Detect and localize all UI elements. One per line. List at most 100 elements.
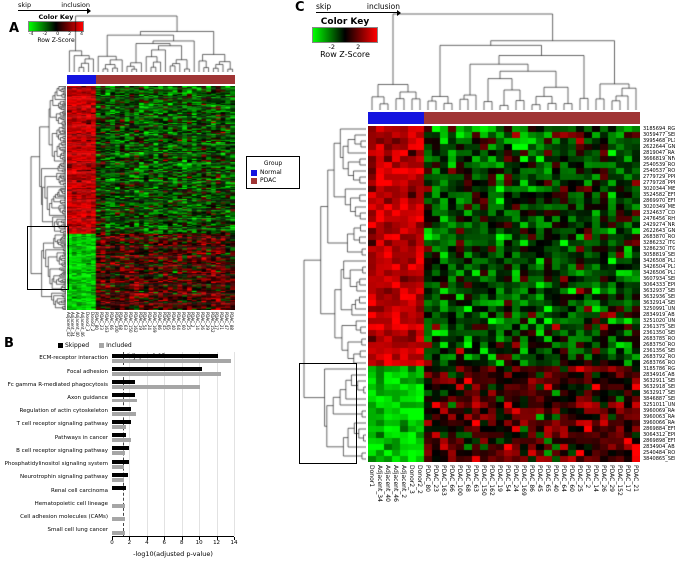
pathway-bar-skipped: [112, 367, 202, 372]
gene-label: 3846887_SEMA6B: [643, 396, 675, 402]
pathway-bar-included: [112, 464, 125, 469]
panel-c-heatmap: [368, 126, 640, 462]
color-key-tick: -2: [42, 32, 48, 37]
adj-p-annotation: Adj. p = 0.05: [126, 353, 166, 360]
gene-label: 2540484_ROCK2: [643, 450, 675, 456]
sample-label: PDAC_60: [567, 465, 575, 492]
gene-label: 2540539_ROCK2: [643, 162, 675, 168]
sample-label: PDAC_65: [543, 465, 551, 492]
panel-b-chart: ECM-receptor interaction Focal adhesion Fc…: [4, 352, 240, 562]
gene-label: 3286232_ITGB1: [643, 240, 675, 246]
pathway-category-label: Hematopoietic cell lineage: [34, 500, 108, 507]
color-key-tick: 0: [56, 32, 60, 37]
pathway-category-label: Phosphatidylinositol signaling system: [4, 461, 108, 468]
sample-label: PDAC_21: [631, 465, 639, 492]
gene-label: 3960063_RAC2: [643, 414, 675, 420]
pathway-category-label: Pathways in cancer: [54, 434, 108, 441]
legend-swatch-pdac: [251, 177, 257, 184]
xtick-mark: [112, 537, 113, 540]
pdac-group-bar: [424, 112, 640, 124]
gene-label: 3286230_ITGB1: [643, 246, 675, 252]
pathway-category-label: Neurotrophin signaling pathway: [19, 474, 108, 481]
gridline: [216, 352, 218, 536]
gene-label: 3840865_SEMA6B: [643, 456, 675, 462]
gene-label: 3250991_UNC5B: [643, 306, 675, 312]
gene-label: 2779729_PPP3CA: [643, 174, 675, 180]
pathway-bar-skipped: [112, 459, 129, 464]
gene-label: 2869898_EFNA5: [643, 438, 675, 444]
gene-label: 3426508_PLXNC1: [643, 258, 675, 264]
sample-label: Donor1: [367, 465, 375, 488]
xtick-label: 4: [145, 540, 149, 546]
legend-swatch-normal: [251, 169, 257, 176]
gene-label: 3524582_EFNB2: [643, 192, 675, 198]
xtick-label: 2: [127, 540, 132, 546]
sample-label: PDAC_29: [607, 465, 615, 492]
gridline: [234, 352, 235, 536]
color-key-axis-label: Row Z-Score: [320, 50, 370, 59]
gene-label: 2869884_EFNA5: [643, 426, 675, 432]
inclusion-label: inclusion: [61, 1, 90, 9]
color-key-tick: 2: [356, 43, 361, 51]
group-legend: Group Normal PDAC: [246, 156, 300, 189]
gene-label: 3064333_EPHB4: [643, 282, 675, 288]
skip-label: skip: [18, 1, 32, 9]
gene-label: 3185786_RGS3: [643, 366, 675, 372]
legend-item-skipped: Skipped: [58, 342, 89, 349]
sample-label: PDAC_169: [519, 465, 527, 496]
gridline: [199, 352, 201, 536]
sample-label: PDAC_162: [487, 465, 495, 496]
gene-label: 3059477_SEMA3A: [643, 132, 675, 138]
gene-label: 2683750_ROBO1: [643, 342, 675, 348]
pathway-bar-included: [112, 451, 126, 456]
sample-label: PDAC_163: [439, 465, 447, 496]
pathway-bar-skipped: [112, 446, 130, 451]
sample-label: Donor2_2: [415, 465, 423, 494]
sample-label: Adjacent_40: [383, 465, 391, 502]
panel-c-cluster-highlight-box: [299, 363, 357, 464]
pathway-xaxis-label: -log10(adjusted p-value): [133, 550, 213, 558]
pathway-bar-skipped: [112, 406, 132, 411]
pathway-category-label: B cell receptor signaling pathway: [16, 447, 108, 454]
sample-label: Adjacent_2: [399, 465, 407, 499]
gene-label: 2683785_ROBO1: [643, 336, 675, 342]
color-key-title: Color Key: [320, 17, 370, 27]
threshold-line: [123, 352, 125, 536]
gene-label: 2834919_ABLIM3: [643, 312, 675, 318]
legend-label-pdac: PDAC: [260, 177, 277, 184]
pathway-bar-skipped: [112, 393, 135, 398]
xtick-mark: [216, 537, 218, 540]
group-legend-title: Group: [263, 160, 283, 167]
skip-to-inclusion-arrow: [18, 7, 91, 14]
gridline: [181, 352, 183, 536]
gene-label: 3251011_UNC5B: [643, 402, 675, 408]
legend-item-normal: Normal: [251, 169, 295, 176]
gene-label: 3064312_EPHB4: [643, 432, 675, 438]
inclusion-label: inclusion: [366, 2, 400, 11]
panel-b-legend: Skipped Included: [58, 342, 132, 349]
panel-a-cluster-highlight-box: [27, 226, 69, 290]
pathway-bar-included: [112, 385, 200, 390]
xtick-label: 0: [110, 540, 114, 546]
pathway-category-label: Cell adhesion molecules (CAMs): [20, 513, 108, 520]
panel-a-label: A: [9, 21, 20, 36]
sample-label: Adjacent_34: [375, 465, 383, 502]
legend-swatch-included: [99, 343, 105, 348]
gene-label: 2361350_SEMA4A: [643, 330, 675, 336]
legend-swatch-skipped: [58, 343, 63, 348]
xtick-label: 12: [213, 540, 221, 546]
normal-group-bar: [67, 75, 96, 84]
panel-c-row-dendrogram: [302, 126, 366, 462]
xtick-label: 6: [162, 540, 167, 546]
pathway-category-label: ECM-receptor interaction: [39, 355, 108, 362]
panel-a-column-labels: Adjacent_42 Adjacent_34 Adjacent_40 Adjacen…: [66, 312, 235, 342]
pathway-bar-included: [112, 411, 136, 416]
panel-c-gene-labels: 3185694_RGS33059477_SEMA3A3995468_PLXNA3…: [643, 126, 675, 462]
gene-label: 2622644_GNAI2: [643, 144, 675, 150]
gene-label: 2683766_ROBO1: [643, 360, 675, 366]
pathway-category-label: Renal cell carcinoma: [51, 487, 108, 494]
xtick-label: 8: [179, 540, 184, 546]
gene-label: 3426506_PLXNC1: [643, 270, 675, 276]
pathway-bar-included: [112, 517, 126, 522]
gene-label: 3020344_MET: [643, 186, 675, 192]
